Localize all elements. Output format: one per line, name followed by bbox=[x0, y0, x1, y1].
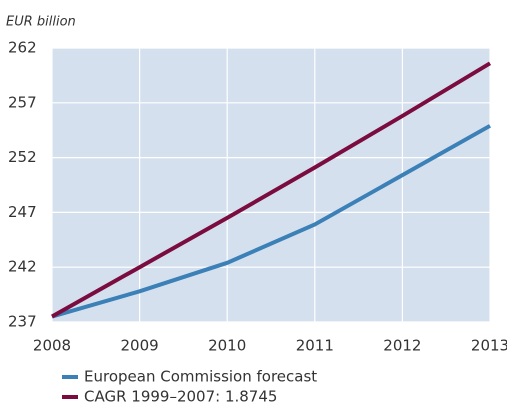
legend-label: European Commission forecast bbox=[84, 368, 317, 386]
legend-label: CAGR 1999–2007: 1.8745 bbox=[84, 388, 277, 406]
y-tick-label: 262 bbox=[8, 39, 37, 57]
y-tick-label: 247 bbox=[8, 203, 37, 221]
y-tick-label: 252 bbox=[8, 148, 37, 166]
line bbox=[51, 61, 492, 319]
y-tick-label: 257 bbox=[8, 93, 37, 111]
x-tick-label: 2013 bbox=[471, 337, 507, 355]
x-tick-label: 2009 bbox=[121, 337, 159, 355]
x-tick-label: 2012 bbox=[383, 337, 421, 355]
y-axis-label: EUR billion bbox=[6, 15, 76, 30]
y-tick-label: 242 bbox=[8, 258, 37, 276]
y-tick-label: 237 bbox=[8, 313, 37, 331]
x-tick-label: 2008 bbox=[33, 337, 71, 355]
line bbox=[51, 124, 491, 319]
x-tick-label: 2010 bbox=[208, 337, 246, 355]
x-tick-label: 2011 bbox=[296, 337, 334, 355]
